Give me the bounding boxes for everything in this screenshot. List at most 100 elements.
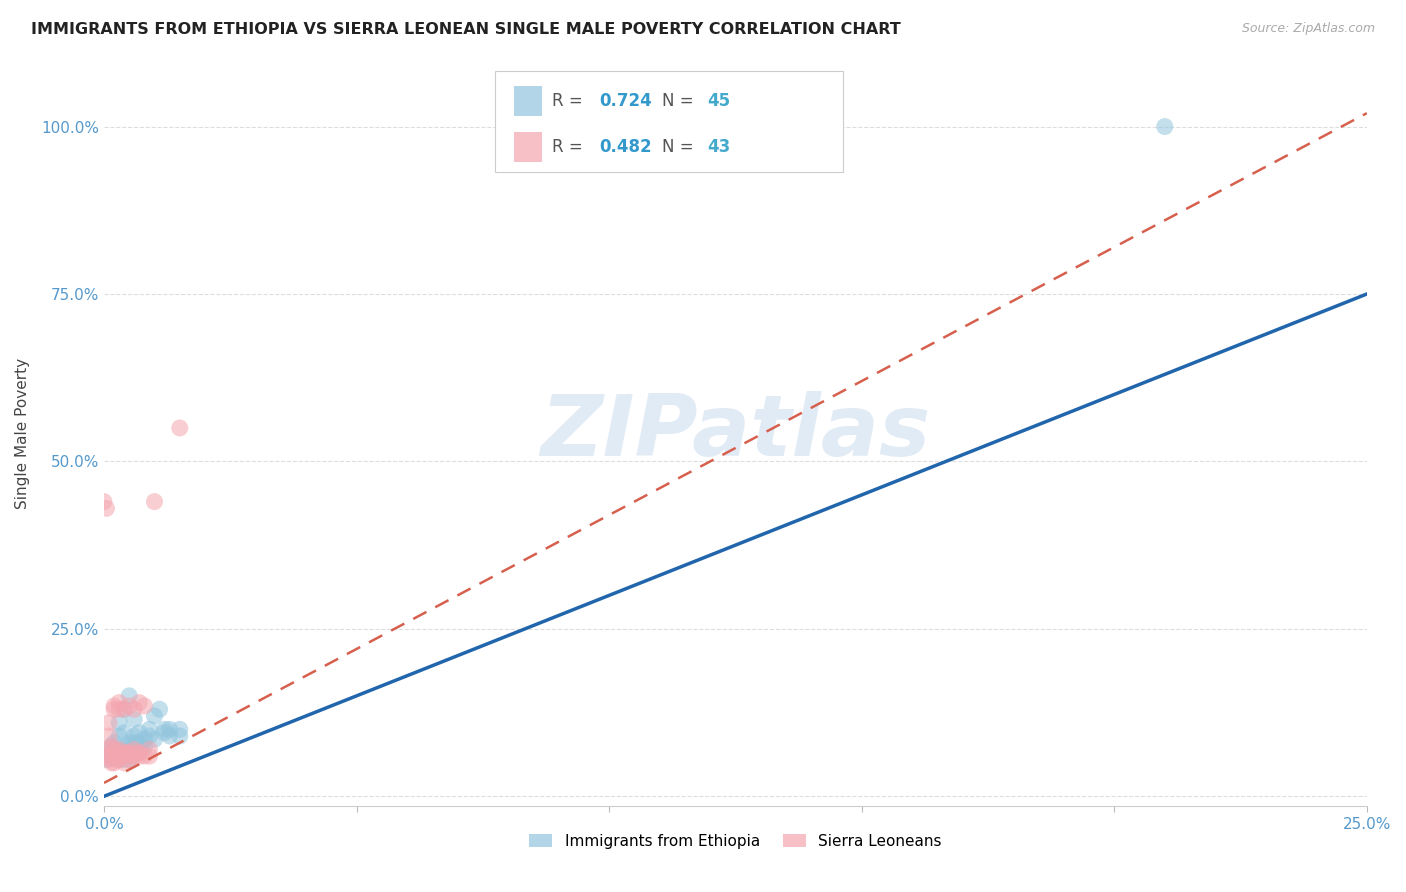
Point (128, 736, 150, 750)
Y-axis label: Single Male Poverty: Single Male Poverty (15, 358, 30, 508)
Point (98, 752, 121, 766)
Point (118, 752, 141, 766)
Text: 0.724: 0.724 (599, 92, 652, 110)
Point (108, 752, 131, 766)
Point (108, 715, 131, 730)
Point (108, 729, 131, 743)
Point (103, 736, 125, 750)
Point (103, 742, 125, 756)
Point (134, 739, 156, 753)
Point (128, 725, 150, 739)
Point (128, 746, 150, 760)
Point (100, 749, 122, 764)
Point (128, 696, 150, 710)
Point (159, 729, 181, 743)
Point (118, 736, 141, 750)
Point (98, 742, 121, 756)
Point (128, 739, 150, 753)
Point (1153, 120, 1175, 134)
Point (143, 709, 166, 723)
Point (112, 702, 135, 716)
Text: 0.482: 0.482 (599, 138, 651, 156)
Point (118, 746, 141, 760)
Point (98, 715, 121, 730)
Point (100, 739, 122, 753)
Text: 45: 45 (707, 92, 731, 110)
Point (118, 742, 141, 756)
Point (105, 752, 128, 766)
Point (100, 756, 122, 770)
Point (134, 749, 156, 764)
Point (108, 702, 131, 716)
Point (131, 742, 153, 756)
Text: R =: R = (553, 138, 588, 156)
Point (169, 421, 191, 435)
Text: N =: N = (662, 138, 699, 156)
Point (124, 712, 146, 726)
Point (98, 729, 121, 743)
Point (112, 725, 135, 739)
Point (115, 746, 138, 760)
Point (124, 736, 146, 750)
Point (118, 752, 141, 766)
Point (128, 749, 150, 764)
Point (125, 746, 148, 760)
Point (103, 756, 125, 770)
Point (121, 749, 143, 764)
Text: ZIPatlas: ZIPatlas (540, 392, 931, 475)
Point (118, 689, 141, 703)
Point (138, 749, 160, 764)
Point (124, 702, 146, 716)
Point (103, 749, 125, 764)
Point (134, 732, 156, 747)
Point (115, 746, 138, 760)
Point (103, 698, 125, 713)
Point (111, 749, 134, 764)
Point (112, 742, 135, 756)
Point (134, 698, 156, 713)
FancyBboxPatch shape (515, 132, 543, 162)
Point (112, 746, 135, 760)
Point (108, 742, 131, 756)
Point (118, 698, 141, 713)
Point (112, 752, 135, 766)
Point (108, 752, 131, 766)
Point (96, 752, 118, 766)
Point (148, 702, 170, 716)
Point (112, 702, 135, 716)
Point (111, 749, 134, 764)
Point (124, 729, 146, 743)
Point (169, 729, 191, 743)
Point (153, 723, 176, 737)
Point (169, 723, 191, 737)
Point (103, 749, 125, 764)
Legend: Immigrants from Ethiopia, Sierra Leoneans: Immigrants from Ethiopia, Sierra Leonean… (523, 828, 948, 855)
Point (138, 729, 160, 743)
Point (108, 746, 131, 760)
Point (159, 723, 181, 737)
Point (124, 742, 146, 756)
Point (93, 494, 115, 508)
Point (108, 696, 131, 710)
Text: R =: R = (553, 92, 588, 110)
Point (153, 725, 176, 739)
Point (138, 723, 160, 737)
Point (105, 749, 128, 764)
Point (112, 756, 135, 770)
Point (124, 749, 146, 764)
Point (108, 746, 131, 760)
Text: N =: N = (662, 92, 699, 110)
Point (138, 742, 160, 756)
FancyBboxPatch shape (515, 86, 543, 116)
Text: 43: 43 (707, 138, 731, 156)
FancyBboxPatch shape (495, 70, 842, 171)
Point (100, 746, 122, 760)
Point (143, 494, 166, 508)
Text: Source: ZipAtlas.com: Source: ZipAtlas.com (1241, 22, 1375, 36)
Point (96, 749, 118, 764)
Point (121, 749, 143, 764)
Text: IMMIGRANTS FROM ETHIOPIA VS SIERRA LEONEAN SINGLE MALE POVERTY CORRELATION CHART: IMMIGRANTS FROM ETHIOPIA VS SIERRA LEONE… (31, 22, 901, 37)
Point (103, 742, 125, 756)
Point (125, 736, 148, 750)
Point (98, 746, 121, 760)
